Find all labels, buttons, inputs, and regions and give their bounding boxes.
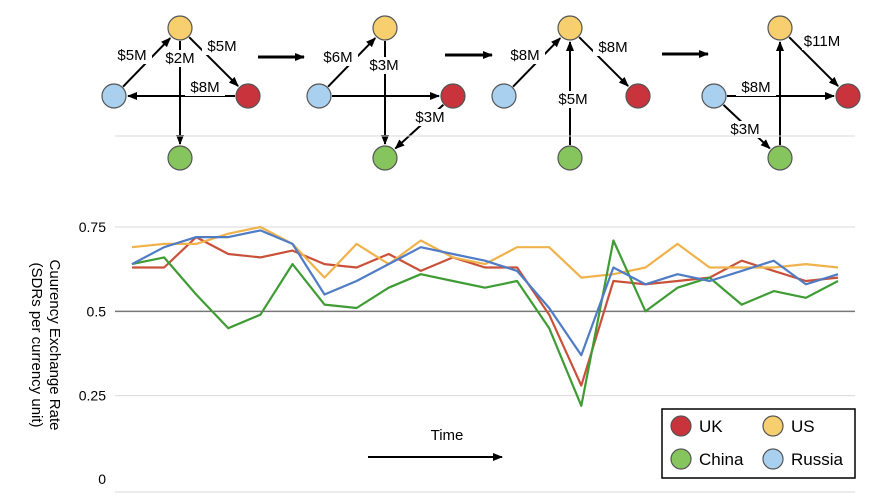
legend-item-china: China [670,448,744,470]
exchange-rate-chart: 0 0.25 0.5 0.75 Cuurency Exchange Rate (SDR… [28,135,856,493]
flow-edge-label-bg [553,91,593,108]
y-tick-label: 0.25 [79,388,106,404]
flow-edge-label: $5M [117,47,146,64]
flow-edge-label-bg [185,79,225,96]
flow-panel-4: $11M $8M $3M [701,15,861,171]
y-axis-label-line1: Cuurency Exchange Rate [46,260,63,431]
flow-edge-label-bg [802,33,842,50]
legend-item-uk: UK [670,415,723,437]
flow-edge-label: $8M [598,39,627,56]
node-us [767,15,793,41]
node-china [372,145,398,171]
node-russia [701,83,727,109]
flow-edge-label: $5M [207,38,236,55]
node-china [557,145,583,171]
y-axis-label-line2: (SDRs per currency unit) [28,262,45,427]
legend-swatch [670,415,692,437]
flow-edge-label: $8M [741,79,770,96]
legend-swatch [762,415,784,437]
flow-edge-us-to-uk [188,36,239,87]
flow-edge-label: $11M [804,33,840,50]
node-russia [101,83,127,109]
y-tick-label: 0.75 [79,219,106,235]
flow-edge-label: $2M [165,50,194,67]
flow-edge-label: $3M [369,57,398,74]
y-tick-label: 0.5 [87,303,107,319]
node-russia [306,83,332,109]
legend-swatch [670,448,692,470]
legend-swatch [762,448,784,470]
node-us [372,15,398,41]
node-uk [235,83,261,109]
flow-panel-1: $5M $2M $5M $8M [101,15,261,171]
legend-item-russia: Russia [762,448,844,470]
flow-edge-label-bg [318,49,358,66]
flow-panel-3: $8M $8M $5M [491,15,651,171]
flow-edge-label: $5M [558,91,587,108]
series-lines [131,225,839,407]
flow-edge-label-bg [364,57,404,74]
legend-label: US [791,417,815,436]
node-russia [491,83,517,109]
legend-label: Russia [791,450,844,469]
flow-edge-label-bg [202,38,242,55]
legend-box [661,408,856,479]
flow-edge-label-bg [112,47,152,64]
legend-label: China [699,450,744,469]
gridlines [115,135,855,493]
x-axis-label: Time [431,427,464,444]
node-us [557,15,583,41]
flow-edge-label-bg [160,50,200,67]
node-uk [440,83,466,109]
legend-item-us: US [762,415,815,437]
legend: UK US China Russia [661,408,856,479]
flow-edge-label: $6M [323,49,352,66]
series-line-russia [131,229,839,357]
flow-edge-label-bg [725,121,765,138]
flow-edge-label: $3M [415,109,444,126]
y-tick-label: 0 [98,471,106,487]
flow-edge-label-bg [736,79,776,96]
flow-edge-label-bg [505,47,545,64]
node-uk [835,83,861,109]
transaction-flow-diagram: $5M $2M $5M $8M $6M $3M $3M $8M $8M $5M $11M $8M $3M [101,15,861,171]
flow-edge-label-bg [410,109,450,126]
flow-edge-us-to-uk [788,36,839,87]
flow-edge-label: $3M [730,121,759,138]
flow-panel-2: $6M $3M $3M [306,15,466,171]
node-china [167,145,193,171]
series-line-us [131,225,839,279]
node-china [767,145,793,171]
legend-label: UK [699,417,723,436]
node-uk [625,83,651,109]
series-line-china [131,239,839,407]
flow-edge-us-to-uk [578,36,629,87]
series-line-uk [132,236,839,387]
y-axis-ticks: 0 0.25 0.5 0.75 [79,219,106,487]
flow-edge-label-bg [593,39,633,56]
node-us [167,15,193,41]
flow-edge-label: $8M [190,79,219,96]
flow-edge-label: $8M [510,47,539,64]
